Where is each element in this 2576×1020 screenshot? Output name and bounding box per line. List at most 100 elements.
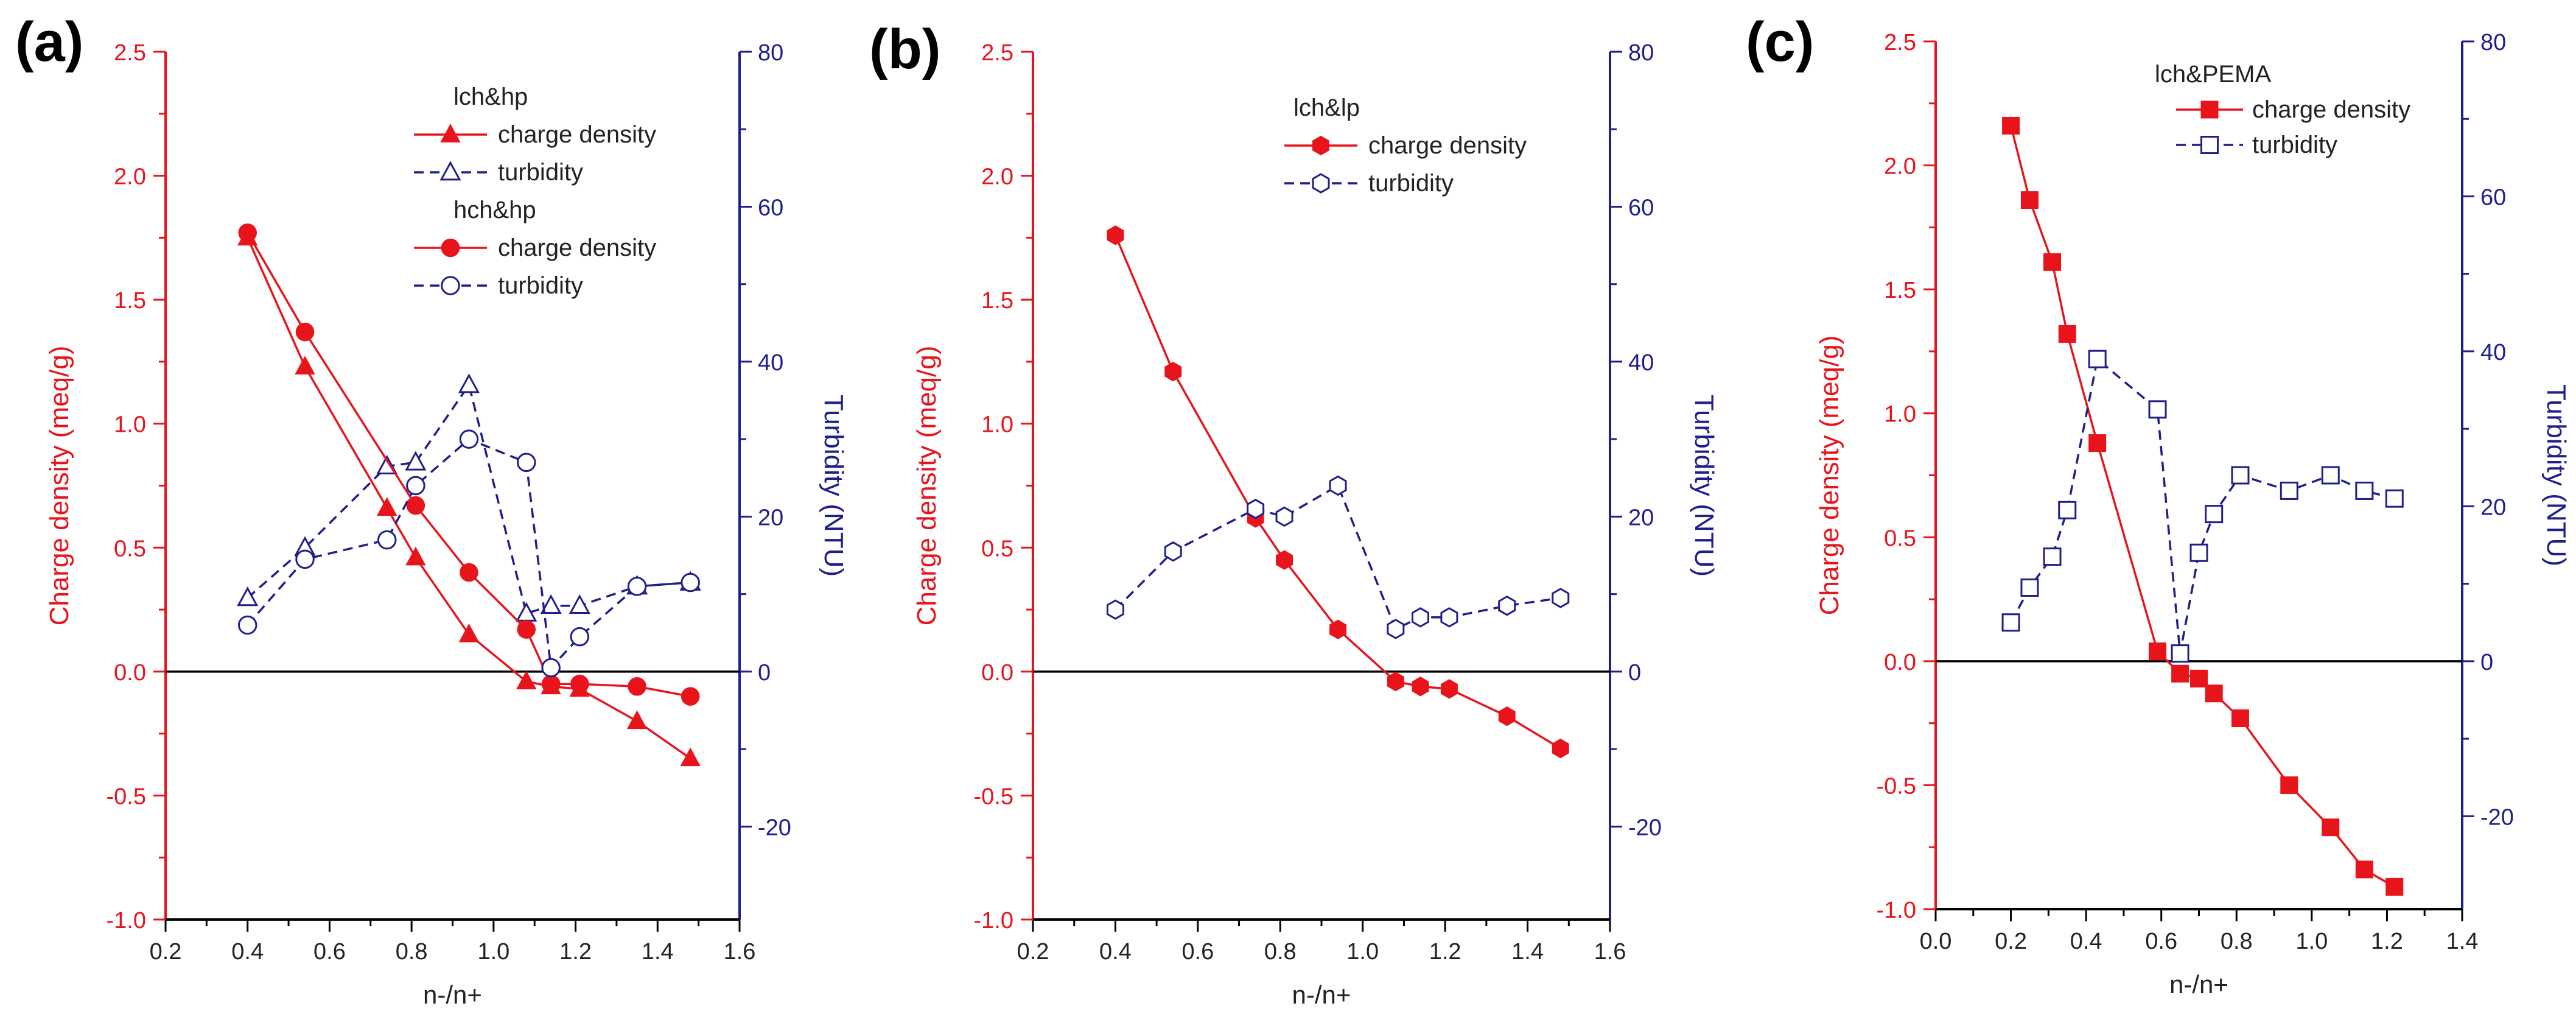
data-point [516,670,537,689]
y2-tick-label: 80 [1628,40,1654,66]
y-tick-label: 1.0 [114,412,146,438]
x-tick-label: 0.8 [396,939,428,965]
data-point [540,594,562,614]
data-point [1498,706,1516,726]
data-point [377,530,397,550]
x-tick-label: 0.2 [1017,939,1049,965]
y2-tick-label: 40 [2480,340,2506,365]
y-tick-label: 1.5 [1884,278,1916,303]
x-tick-label: 1.4 [1511,939,1544,965]
legend-marker [441,238,460,258]
data-point [626,710,648,730]
data-point [2058,325,2076,343]
x-tick-label: 1.2 [1429,939,1461,965]
y2-axis-label: Turbidity (NTU) [2541,384,2571,566]
data-point [2171,644,2189,663]
data-point [1440,607,1458,628]
x-tick-label: 0.4 [231,939,264,965]
legend-marker [1312,173,1330,194]
x-tick-label: 1.0 [2295,929,2328,954]
data-point [2190,669,2208,688]
data-point [516,452,536,473]
data-point [405,451,427,471]
legend-entry-label: turbidity [2252,132,2337,158]
x-axis-label: n-/n+ [423,980,482,1009]
y-tick-label: 1.0 [1884,402,1916,427]
series-line [247,438,691,670]
data-point [237,586,259,607]
data-point [680,747,701,767]
data-point [2355,860,2373,879]
y2-tick-label: -20 [1628,815,1662,840]
data-point [1107,225,1124,245]
y-tick-label: -0.5 [107,784,146,809]
y-tick-label: -0.5 [1877,773,1916,799]
y2-tick-label: 0 [2480,650,2493,675]
y-axis-label: Charge density (meq/g) [44,346,74,626]
y-tick-label: -1.0 [974,908,1013,934]
data-point [2280,776,2298,794]
x-axis-label: n-/n+ [2169,970,2228,999]
y2-tick-label: 20 [2480,494,2506,520]
data-point [406,496,425,515]
data-point [1275,506,1293,527]
x-tick-label: 0.8 [1264,939,1297,965]
y-tick-label: -0.5 [974,784,1013,809]
y2-tick-label: 0 [1628,660,1641,686]
legend-entry-label: charge density [1368,132,1527,159]
y-tick-label: 2.0 [981,164,1013,190]
data-point [1387,671,1404,692]
data-point [541,658,561,678]
data-point [2020,191,2039,209]
x-tick-label: 1.4 [2446,929,2479,954]
data-point [2148,400,2167,419]
y-tick-label: 0.5 [981,536,1013,561]
x-tick-label: 1.2 [559,939,592,965]
data-point [517,620,536,639]
y-axis-label: Charge density (meq/g) [912,346,942,626]
data-point [406,476,425,496]
data-point [1329,475,1347,496]
y-tick-label: 0.5 [114,536,146,561]
data-point [1164,362,1182,382]
y2-axis-label: Turbidity (NTU) [1689,395,1719,577]
data-point [2001,613,2020,632]
data-point [238,223,257,242]
data-point [405,546,426,566]
data-point [2280,481,2298,500]
y-tick-label: -1.0 [1877,898,1916,923]
x-tick-label: 0.2 [1995,929,2027,954]
legend-group-title: hch&hp [453,197,536,223]
series-4 [237,429,700,678]
data-point [2088,434,2107,452]
y2-tick-label: 20 [1628,505,1654,530]
y2-tick-label: -20 [758,815,791,840]
x-tick-label: 0.6 [313,939,346,965]
legend-marker [440,124,461,142]
data-point [627,577,647,596]
y-tick-label: 2.0 [1884,154,1916,180]
y-tick-label: 0.5 [1884,526,1916,551]
legend-group-title: lch&PEMA [2155,61,2271,88]
data-point [2058,501,2077,519]
x-tick-label: 1.6 [1594,939,1626,965]
data-point [377,497,397,516]
data-point [1106,599,1124,620]
legend-entry-label: charge density [498,234,656,261]
legend-entry-label: charge density [498,121,656,148]
x-tick-label: 1.0 [1346,939,1379,965]
y-tick-label: 2.5 [1884,30,1916,55]
x-tick-label: 0.8 [2221,929,2253,954]
data-point [2205,684,2223,703]
x-tick-label: 0.2 [150,939,182,965]
legend: lch&lp charge density turbidity [1284,94,1527,197]
y-tick-label: 2.0 [114,164,146,190]
legend-entry-label: charge density [2252,96,2410,123]
x-tick-label: 0.6 [1181,939,1214,965]
data-point [2385,489,2404,508]
x-tick-label: 0.4 [1099,939,1132,965]
series-1 [1107,225,1569,759]
legend: lch&hp charge density turbidity hch&hp charg… [414,83,656,299]
legend-marker [441,276,460,295]
series-line [1114,234,1561,750]
